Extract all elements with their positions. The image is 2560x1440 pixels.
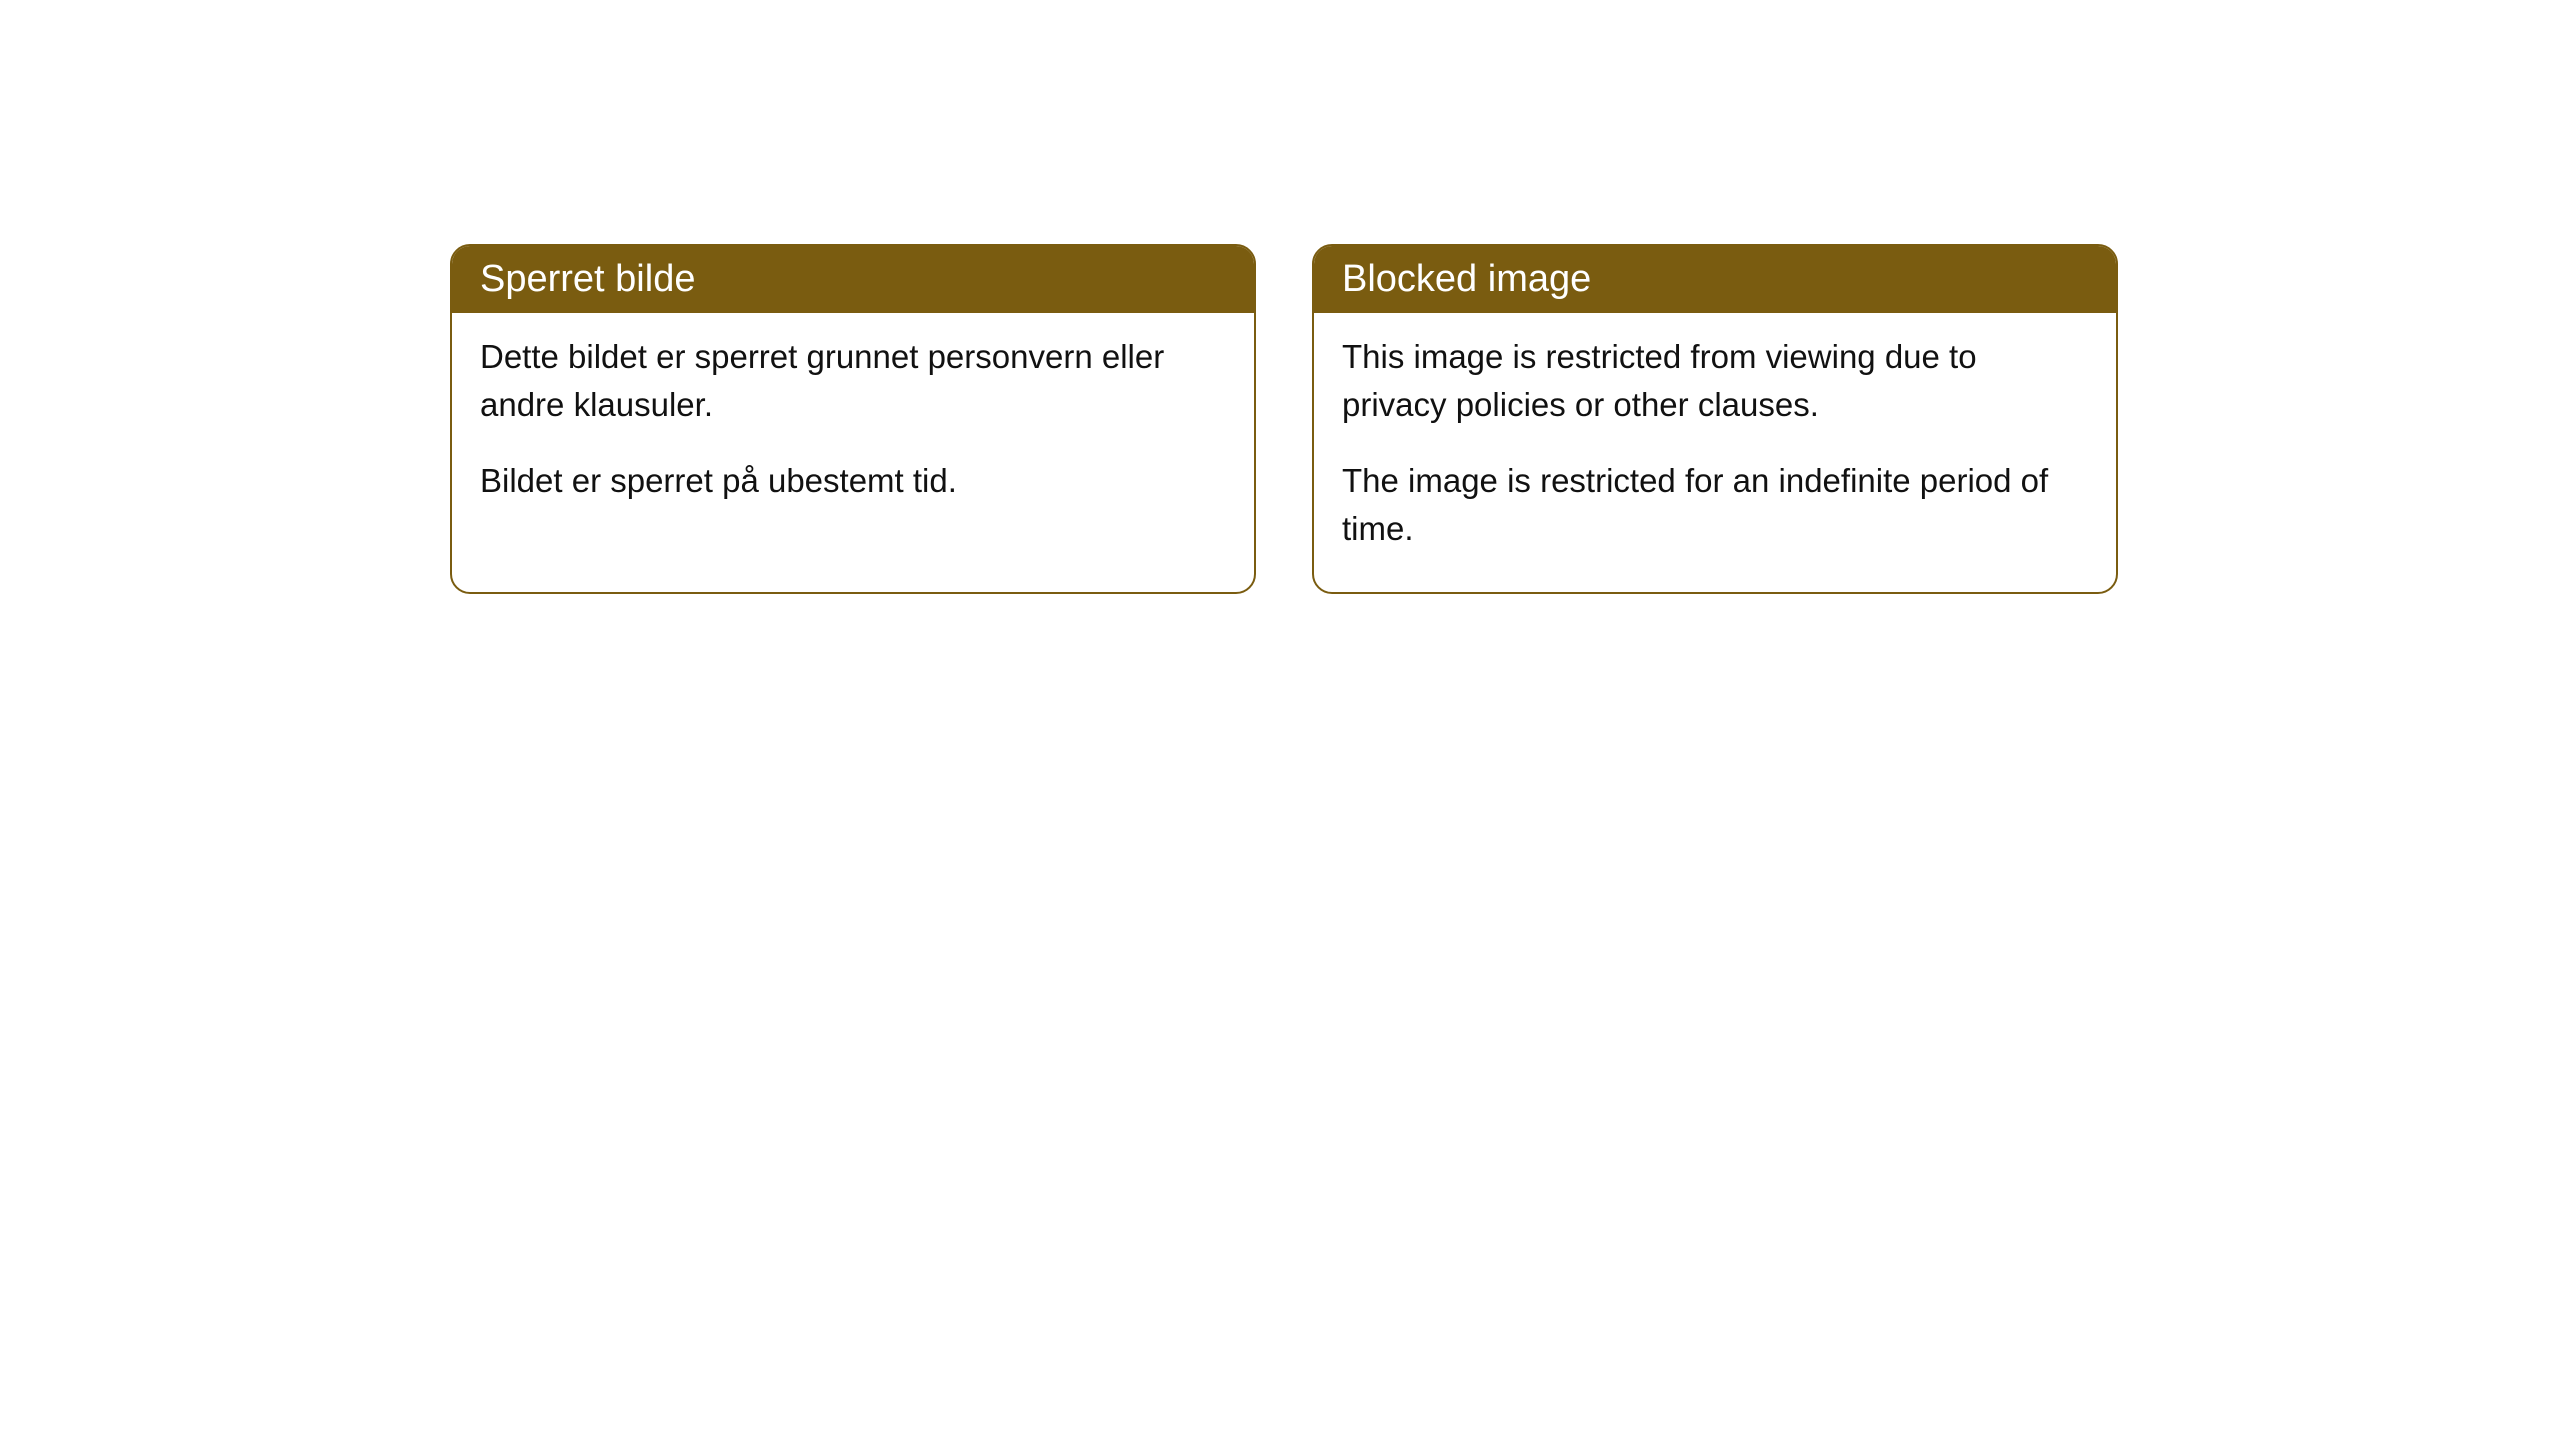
card-norwegian: Sperret bilde Dette bildet er sperret gr…	[450, 244, 1256, 594]
card-header: Sperret bilde	[452, 246, 1254, 313]
card-body: This image is restricted from viewing du…	[1314, 313, 2116, 592]
card-paragraph: Dette bildet er sperret grunnet personve…	[480, 333, 1226, 429]
card-title: Sperret bilde	[480, 258, 695, 300]
card-header: Blocked image	[1314, 246, 2116, 313]
card-title: Blocked image	[1342, 258, 1591, 300]
card-paragraph: Bildet er sperret på ubestemt tid.	[480, 457, 1226, 505]
card-paragraph: This image is restricted from viewing du…	[1342, 333, 2088, 429]
card-english: Blocked image This image is restricted f…	[1312, 244, 2118, 594]
card-paragraph: The image is restricted for an indefinit…	[1342, 457, 2088, 553]
cards-container: Sperret bilde Dette bildet er sperret gr…	[450, 244, 2118, 594]
card-body: Dette bildet er sperret grunnet personve…	[452, 313, 1254, 545]
